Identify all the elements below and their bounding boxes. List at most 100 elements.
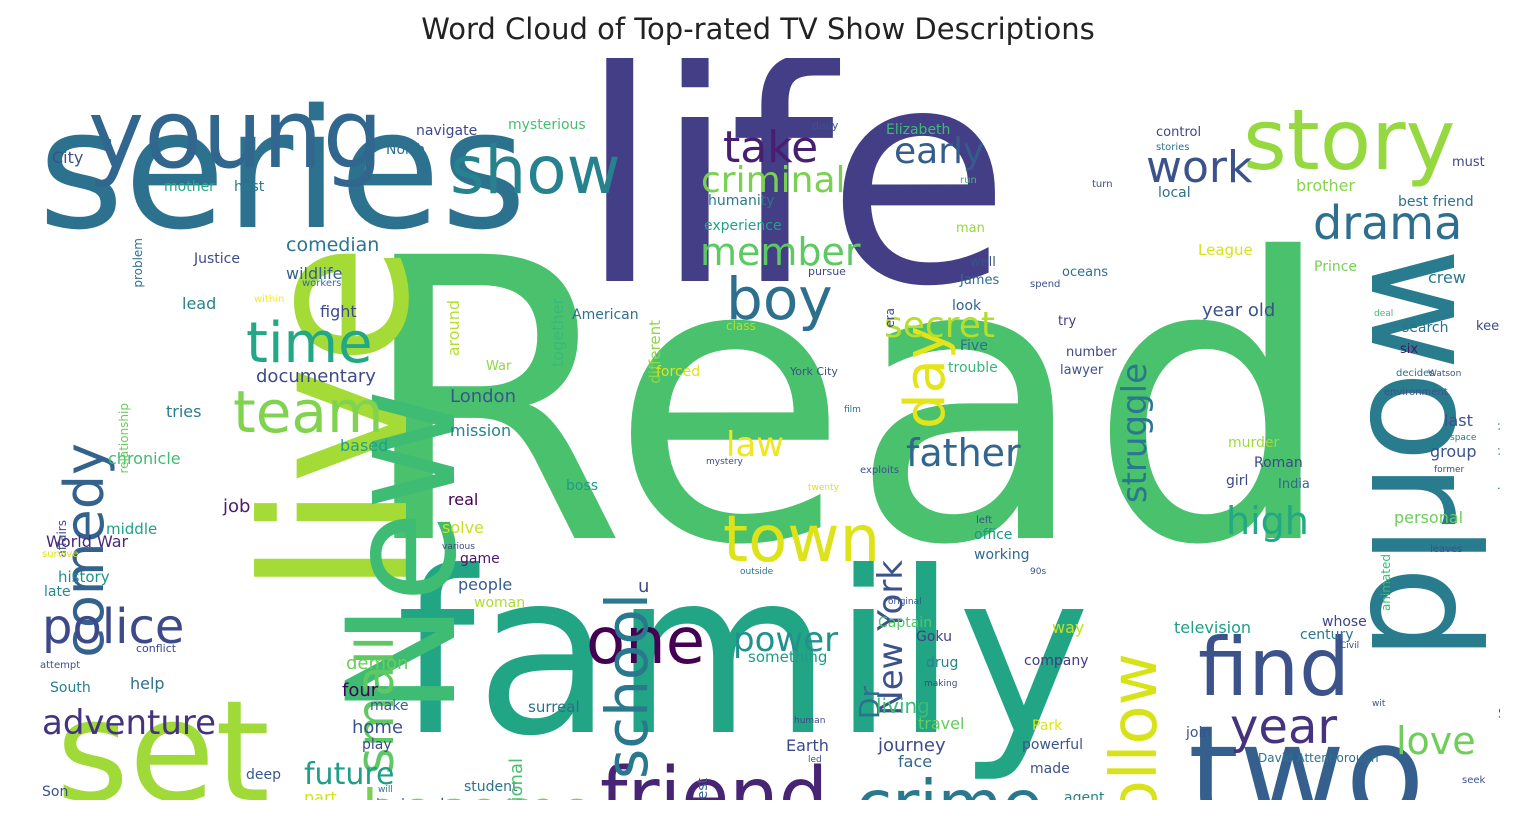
cloud-word: problem (131, 238, 145, 288)
cloud-word: chronicle (108, 449, 181, 468)
cloud-word: town (723, 503, 881, 577)
cloud-word: wildlife (286, 264, 343, 283)
cloud-word: boss (566, 478, 599, 494)
word-cloud: Read life family series live New world t… (18, 58, 1500, 800)
cloud-word: school (593, 593, 661, 779)
cloud-word: humanity (708, 193, 775, 209)
cloud-word: part (304, 788, 337, 801)
cloud-word: search (1402, 320, 1449, 336)
cloud-word: group (1430, 442, 1477, 461)
cloud-word: local (1158, 185, 1191, 201)
cloud-word: Goku (916, 629, 952, 645)
cloud-word: film (844, 405, 861, 415)
cloud-word: family (396, 524, 1091, 786)
cloud-word: solve (442, 518, 484, 537)
cloud-word: boy (726, 265, 833, 333)
cloud-word: era (883, 308, 897, 328)
cloud-word: follow (1098, 653, 1172, 800)
cloud-word: middle (106, 520, 158, 538)
cloud-word: brother (1296, 176, 1356, 195)
cloud-word: try (1058, 314, 1077, 329)
cloud-word: Read (356, 176, 1336, 630)
cloud-word: love (1396, 719, 1476, 763)
cloud-word: game (460, 551, 500, 567)
cloud-word: murder (1228, 435, 1280, 451)
cloud-word: face (898, 752, 933, 771)
cloud-word: World War (46, 532, 129, 551)
cloud-word: twenty (808, 483, 839, 493)
cloud-word: life (578, 58, 1011, 352)
cloud-word: led (808, 755, 822, 765)
cloud-word: environment (1384, 387, 1448, 398)
cloud-word: fight (320, 302, 357, 321)
cloud-word: made (1030, 761, 1070, 777)
cloud-word: Watson (1428, 369, 1462, 379)
cloud-word: living (876, 694, 930, 718)
cloud-word: play (362, 737, 392, 753)
cloud-word: student (464, 779, 518, 795)
cloud-word: around (444, 300, 463, 357)
cloud-word: pursue (808, 265, 846, 278)
cloud-word: young (88, 80, 384, 190)
cloud-word: adventure (42, 703, 217, 743)
cloud-word: lawyer (1060, 363, 1104, 378)
cloud-word: left (976, 515, 993, 526)
cloud-word: year (1230, 699, 1338, 755)
cloud-word: well (970, 255, 996, 270)
cloud-word: series (38, 74, 527, 266)
cloud-word: demon (346, 653, 409, 674)
cloud-word: attempt (40, 660, 81, 671)
cloud-word: 90s (1030, 567, 1047, 577)
cloud-word: space (1450, 433, 1477, 443)
cloud-word: City (52, 148, 84, 167)
cloud-word: find (1198, 621, 1350, 714)
cloud-word: must (1452, 155, 1485, 170)
cloud-word: back (376, 798, 409, 800)
cloud-word: look (952, 298, 982, 314)
cloud-word: whose (1322, 614, 1367, 630)
cloud-word: Justice (194, 251, 240, 267)
cloud-word: real (448, 490, 479, 509)
cloud-word: mystery (706, 457, 743, 467)
cloud-word: York City (790, 365, 838, 378)
cloud-word: secret (884, 305, 995, 346)
cloud-word: turn (1092, 179, 1113, 190)
cloud-word: exploits (860, 465, 900, 476)
cloud-word: two (1188, 697, 1425, 800)
cloud-word: run (960, 175, 977, 186)
page-title: Word Cloud of Top-rated TV Show Descript… (421, 12, 1095, 46)
cloud-word: century (1300, 627, 1354, 643)
cloud-word: original (888, 597, 922, 607)
cloud-word: year old (1202, 300, 1276, 321)
cloud-word: surreal (528, 698, 580, 716)
cloud-word: law (726, 425, 785, 465)
cloud-word: set (56, 671, 270, 801)
cloud-word: drama (1313, 196, 1463, 250)
cloud-word: leaves (1430, 544, 1463, 555)
cloud-word: team (233, 378, 384, 446)
cloud-word: based (340, 436, 389, 455)
cloud-word: War (486, 359, 512, 374)
cloud-word: journey (878, 735, 946, 756)
cloud-word: drug (926, 655, 959, 671)
cloud-word: father (906, 431, 1021, 475)
cloud-word: mission (450, 421, 512, 440)
cloud-word: together (548, 298, 567, 367)
cloud-word: conflict (136, 642, 177, 655)
cloud-word: Prince (1314, 259, 1358, 275)
cloud-word: high (1226, 499, 1309, 543)
cloud-word: best friend (1398, 194, 1474, 210)
cloud-word: spend (1030, 279, 1061, 290)
cloud-word: mysterious (508, 117, 586, 133)
cloud-word: Roman (1254, 455, 1303, 471)
cloud-word: story (1243, 91, 1456, 189)
cloud-word: investigation (1497, 406, 1500, 491)
cloud-word: company (1024, 653, 1089, 669)
cloud-word: control (1156, 125, 1202, 140)
cloud-word: Son (42, 784, 69, 800)
cloud-word: forced (656, 364, 701, 380)
cloud-word: job (223, 496, 251, 517)
cloud-word: stories (1156, 142, 1190, 153)
cloud-word: outside (740, 567, 774, 577)
cloud-word: crime (856, 772, 1043, 801)
